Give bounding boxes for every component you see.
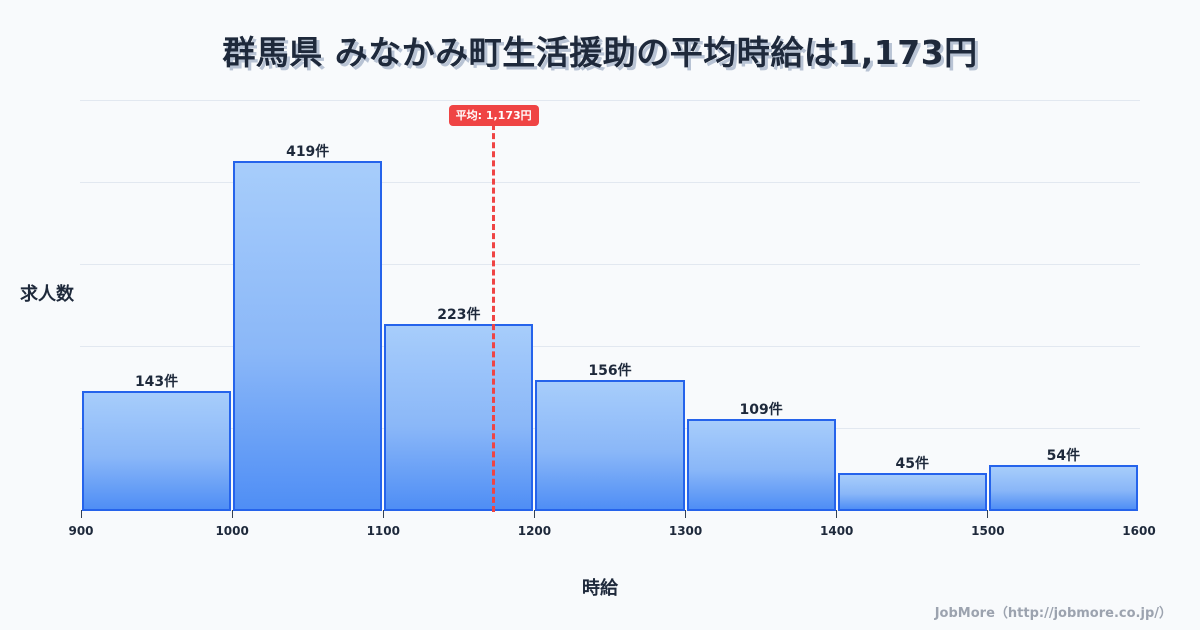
bar-value-label: 419件 bbox=[286, 143, 330, 160]
histogram-bar bbox=[82, 390, 232, 511]
x-tick-label: 900 bbox=[68, 524, 94, 538]
bar-value-label: 143件 bbox=[134, 373, 179, 390]
x-tick-label: 1000 bbox=[215, 524, 249, 538]
gridline bbox=[80, 264, 1140, 265]
x-tick-label: 1300 bbox=[668, 524, 703, 538]
x-tick-label: 1200 bbox=[517, 524, 552, 538]
bar-value-label: 54件 bbox=[1046, 448, 1081, 464]
x-tick-label: 1500 bbox=[971, 524, 1005, 538]
bar-value-label: 223件 bbox=[437, 307, 481, 324]
chart-title: 群馬県 みなかみ町生活援助の平均時給は1,173円 bbox=[222, 33, 978, 72]
x-tick bbox=[836, 510, 838, 518]
histogram-bar bbox=[384, 324, 534, 511]
x-axis-label: 時給 bbox=[582, 578, 618, 599]
bar-value-label: 109件 bbox=[739, 402, 783, 419]
average-line bbox=[492, 124, 496, 512]
gridline bbox=[80, 100, 1140, 101]
x-tick-label: 1600 bbox=[1122, 524, 1156, 538]
histogram-bar bbox=[535, 380, 685, 511]
x-tick-label: 1100 bbox=[366, 524, 400, 538]
y-axis-label: 求人数 bbox=[20, 284, 74, 305]
x-tick bbox=[382, 510, 384, 518]
histogram-bar bbox=[686, 419, 836, 511]
source-credit: JobMore（http://jobmore.co.jp/） bbox=[934, 606, 1172, 621]
x-tick-label: 1400 bbox=[820, 524, 854, 538]
x-tick bbox=[231, 510, 233, 518]
x-tick bbox=[987, 510, 989, 518]
bar-value-label: 156件 bbox=[588, 363, 632, 379]
histogram-bar bbox=[837, 472, 987, 511]
average-badge: 平均: 1,173円 bbox=[448, 105, 539, 126]
x-tick bbox=[80, 510, 82, 518]
histogram-bar bbox=[988, 465, 1138, 511]
x-tick bbox=[533, 510, 535, 518]
x-tick bbox=[685, 510, 687, 518]
histogram-bar bbox=[233, 160, 383, 511]
gridline bbox=[80, 346, 1140, 347]
bar-value-label: 45件 bbox=[895, 455, 930, 472]
gridline bbox=[80, 182, 1140, 183]
